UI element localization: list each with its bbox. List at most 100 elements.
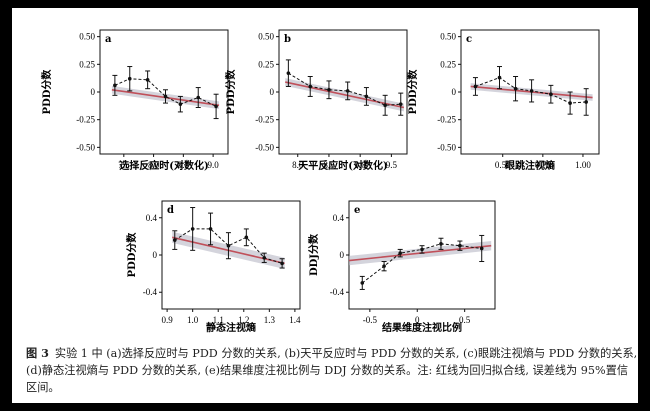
data-point xyxy=(345,89,350,93)
data-point xyxy=(584,100,588,104)
x-tick-label: 9.5 xyxy=(386,160,398,170)
y-tick-label: -0.50 xyxy=(255,142,274,152)
y-tick-label: 0 xyxy=(270,87,275,97)
x-tick-label: 0.50 xyxy=(495,160,511,170)
y-axis-label: PDD分数 xyxy=(224,69,237,115)
data-point xyxy=(196,95,201,100)
data-point xyxy=(163,94,168,99)
x-tick-label: -0.5 xyxy=(363,315,378,325)
x-axis-label: 眼跳注视熵 xyxy=(505,159,555,172)
data-point xyxy=(398,251,402,255)
data-point xyxy=(308,84,313,89)
x-tick-label: 1.0 xyxy=(187,315,199,325)
data-point xyxy=(327,87,331,92)
data-point xyxy=(286,71,291,75)
data-point xyxy=(420,247,424,252)
figure-caption: 图 3 实验 1 中 (a)选择反应时与 PDD 分数的关系, (b)天平反应时与… xyxy=(26,345,638,396)
y-tick-label: 0.25 xyxy=(79,59,95,69)
x-tick-label: 1.00 xyxy=(575,160,591,170)
panel-a: a 7.5 8.0 8.5 9.0 -0.50 -0.25 0 0.25 0.50 选择反应时(对数… xyxy=(40,29,229,172)
x-axis-label: 结果维度注视比例 xyxy=(382,321,462,334)
x-tick-label: 0.75 xyxy=(535,160,551,170)
regression-line xyxy=(285,81,405,109)
y-tick-label: 0.4 xyxy=(333,213,345,223)
figure-frame: a 7.5 8.0 8.5 9.0 -0.50 -0.25 0 0.25 0.50 选择反应时(对数… xyxy=(12,8,638,403)
caption-text: 实验 1 中 (a)选择反应时与 PDD 分数的关系, (b)天平反应时与 PD… xyxy=(26,347,638,394)
panel-c: c0.50 0.75 1.00-0.50-0.2500.250.50眼跳注视熵PDD… xyxy=(406,29,600,172)
y-tick-label: -0.25 xyxy=(76,115,95,125)
y-tick-label: 0.50 xyxy=(258,32,274,42)
y-tick-label: -0.25 xyxy=(255,115,274,125)
y-tick-label: -0.25 xyxy=(437,115,456,125)
y-tick-label: 0 xyxy=(91,87,96,97)
y-tick-label: 0.4 xyxy=(146,213,158,223)
x-tick-label: 1.4 xyxy=(289,315,301,325)
y-tick-label: -0.4 xyxy=(143,287,158,297)
y-axis-label: PDD分数 xyxy=(406,69,419,115)
data-point xyxy=(458,243,462,248)
data-point xyxy=(113,83,117,88)
data-point xyxy=(473,84,478,89)
y-axis-label: DDJ分数 xyxy=(307,233,320,276)
x-tick-label: 1.3 xyxy=(264,315,276,325)
panel-letter: a xyxy=(105,34,112,45)
data-point xyxy=(439,242,443,246)
y-tick-label: 0 xyxy=(340,250,345,260)
y-tick-label: 0.25 xyxy=(258,59,274,69)
y-tick-label: 0.25 xyxy=(440,59,456,69)
data-point xyxy=(529,89,534,93)
x-tick-label: 9.0 xyxy=(355,160,367,170)
y-tick-label: 0 xyxy=(153,250,158,260)
x-axis-label: 天平反应时(对数化) xyxy=(298,159,387,172)
y-axis-label: PDD分数 xyxy=(125,232,138,278)
data-point xyxy=(172,238,177,242)
x-tick-label: 8.5 xyxy=(178,160,190,170)
panel-letter: c xyxy=(466,34,472,45)
data-point xyxy=(178,102,183,106)
data-point xyxy=(398,102,403,106)
data-point xyxy=(208,227,213,231)
data-point xyxy=(214,104,218,109)
x-tick-label: 8.0 xyxy=(148,160,160,170)
data-point xyxy=(360,281,365,285)
x-tick-label: 0.9 xyxy=(161,315,173,325)
y-tick-label: -0.50 xyxy=(437,142,456,152)
x-tick-label: 1.1 xyxy=(213,315,224,325)
x-tick-label: 0.5 xyxy=(459,315,471,325)
y-tick-label: 0 xyxy=(452,87,457,97)
caption-label: 图 3 xyxy=(26,346,49,360)
panel-d: d 0.9 1.0 1.1 1.2 1.3 1.4 -0.4 0 0.4 静态注视熵 PDD分数 xyxy=(125,200,301,334)
x-tick-label: 8.0 xyxy=(292,160,304,170)
data-point xyxy=(244,235,249,240)
data-point xyxy=(549,92,553,97)
y-tick-label: 0.50 xyxy=(79,32,95,42)
panel-letter: b xyxy=(284,34,291,45)
data-point xyxy=(127,76,132,81)
x-tick-label: 0 xyxy=(415,315,420,325)
data-point xyxy=(280,261,284,266)
y-tick-label: -0.4 xyxy=(330,287,345,297)
x-tick-label: 8.5 xyxy=(323,160,335,170)
data-point xyxy=(568,101,572,105)
panel-b: b 8.0 8.5 9.0 9.5 -0.50 -0.25 0 0.25 0.50 天平反应时(对数… xyxy=(224,29,408,172)
x-tick-label: 7.5 xyxy=(118,160,130,170)
y-axis-label: PDD分数 xyxy=(40,69,53,115)
data-point xyxy=(497,75,502,80)
figure-panels: a7.5 8.0 8.5 9.0-0.50-0.2500.250.50选择反应时(对数… xyxy=(40,29,600,334)
data-point xyxy=(145,78,150,82)
panel-letter: d xyxy=(167,205,174,216)
data-point xyxy=(479,246,484,251)
data-point xyxy=(190,227,195,231)
data-point xyxy=(364,94,369,99)
data-point xyxy=(383,103,387,108)
y-tick-label: 0.50 xyxy=(440,32,456,42)
data-point xyxy=(513,86,518,91)
x-tick-label: 9.0 xyxy=(207,160,219,170)
x-axis-label: 选择反应时(对数化) xyxy=(119,159,208,172)
panel-letter: e xyxy=(354,205,360,216)
data-point xyxy=(226,243,231,248)
data-point xyxy=(262,255,267,260)
x-axis-label: 静态注视熵 xyxy=(206,321,256,334)
panel-e: e -0.5 0 0.5 -0.4 0 0.4 结果维度注视比例 DDJ分数 xyxy=(307,200,496,334)
x-tick-label: 1.2 xyxy=(238,315,249,325)
